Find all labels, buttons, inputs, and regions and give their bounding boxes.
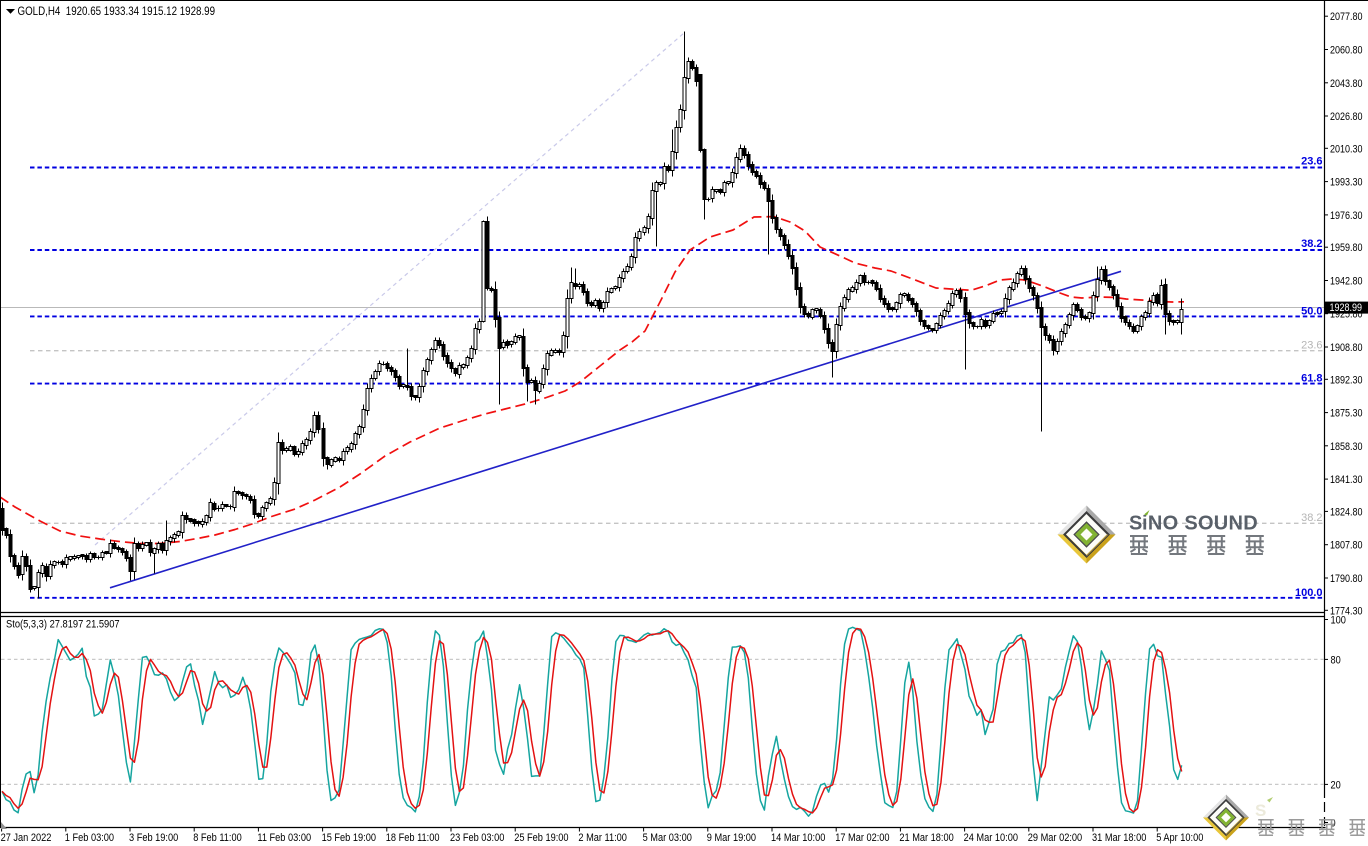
svg-text:2026.80: 2026.80	[1330, 111, 1363, 123]
svg-text:2010.30: 2010.30	[1330, 144, 1363, 156]
svg-text:25 Feb 19:00: 25 Feb 19:00	[514, 833, 569, 845]
svg-text:1875.30: 1875.30	[1330, 408, 1363, 420]
svg-text:iNO SOUND: iNO SOUND	[1142, 513, 1258, 535]
svg-text:8 Feb 11:00: 8 Feb 11:00	[193, 833, 242, 845]
svg-text:21 Mar 18:00: 21 Mar 18:00	[899, 833, 954, 845]
svg-text:1790.80: 1790.80	[1330, 573, 1363, 585]
svg-text:5 Apr 10:00: 5 Apr 10:00	[1156, 833, 1204, 845]
svg-text:1858.30: 1858.30	[1330, 441, 1363, 453]
svg-text:3 Feb 19:00: 3 Feb 19:00	[129, 833, 179, 845]
svg-text:9 Mar 19:00: 9 Mar 19:00	[707, 833, 757, 845]
svg-text:1942.80: 1942.80	[1330, 276, 1363, 288]
svg-text:100: 100	[1331, 615, 1347, 627]
svg-text:1928.99: 1928.99	[1330, 302, 1363, 314]
svg-text:5 Mar 03:00: 5 Mar 03:00	[643, 833, 693, 845]
svg-text:1993.30: 1993.30	[1330, 177, 1363, 189]
svg-text:1774.30: 1774.30	[1330, 606, 1363, 618]
svg-text:15 Feb 19:00: 15 Feb 19:00	[322, 833, 377, 845]
svg-text:1841.30: 1841.30	[1330, 474, 1363, 486]
svg-text:1824.80: 1824.80	[1330, 507, 1363, 519]
svg-text:14 Mar 10:00: 14 Mar 10:00	[771, 833, 826, 845]
svg-text:GOLD,H4 1920.65 1933.34 1915.: GOLD,H4 1920.65 1933.34 1915.12 1928.99	[18, 6, 216, 19]
svg-text:1976.30: 1976.30	[1330, 210, 1363, 222]
svg-text:1892.30: 1892.30	[1330, 375, 1363, 387]
svg-text:31 Mar 18:00: 31 Mar 18:00	[1092, 833, 1147, 845]
svg-text:2077.80: 2077.80	[1330, 11, 1363, 23]
svg-text:23.6: 23.6	[1301, 156, 1322, 168]
svg-text:1959.80: 1959.80	[1330, 242, 1363, 254]
svg-text:27 Jan 2022: 27 Jan 2022	[1, 833, 52, 845]
svg-text:18 Feb 11:00: 18 Feb 11:00	[386, 833, 440, 845]
svg-text:23 Feb 03:00: 23 Feb 03:00	[450, 833, 505, 845]
svg-text:24 Mar 10:00: 24 Mar 10:00	[964, 833, 1019, 845]
svg-text:Sto(5,3,3) 27.8197 21.5907: Sto(5,3,3) 27.8197 21.5907	[6, 619, 120, 631]
svg-text:20: 20	[1331, 780, 1342, 792]
svg-text:23.6: 23.6	[1301, 340, 1322, 352]
svg-text:38.2: 38.2	[1301, 512, 1322, 524]
svg-text:S: S	[1255, 801, 1266, 820]
svg-text:1807.80: 1807.80	[1330, 540, 1363, 552]
svg-text:29 Mar 02:00: 29 Mar 02:00	[1028, 833, 1083, 845]
svg-text:50.0: 50.0	[1301, 306, 1322, 318]
svg-text:17 Mar 02:00: 17 Mar 02:00	[835, 833, 890, 845]
svg-text:38.2: 38.2	[1301, 238, 1322, 250]
svg-text:2060.80: 2060.80	[1330, 45, 1363, 57]
svg-text:11 Feb 03:00: 11 Feb 03:00	[257, 833, 311, 845]
svg-text:61.8: 61.8	[1301, 373, 1322, 385]
svg-text:2 Mar 11:00: 2 Mar 11:00	[578, 833, 627, 845]
svg-text:1 Feb 03:00: 1 Feb 03:00	[65, 833, 115, 845]
svg-text:1908.80: 1908.80	[1330, 342, 1363, 354]
svg-text:100.0: 100.0	[1295, 587, 1323, 599]
svg-text:S: S	[1129, 513, 1142, 535]
svg-text:2043.80: 2043.80	[1330, 78, 1363, 90]
svg-text:80: 80	[1331, 655, 1342, 667]
